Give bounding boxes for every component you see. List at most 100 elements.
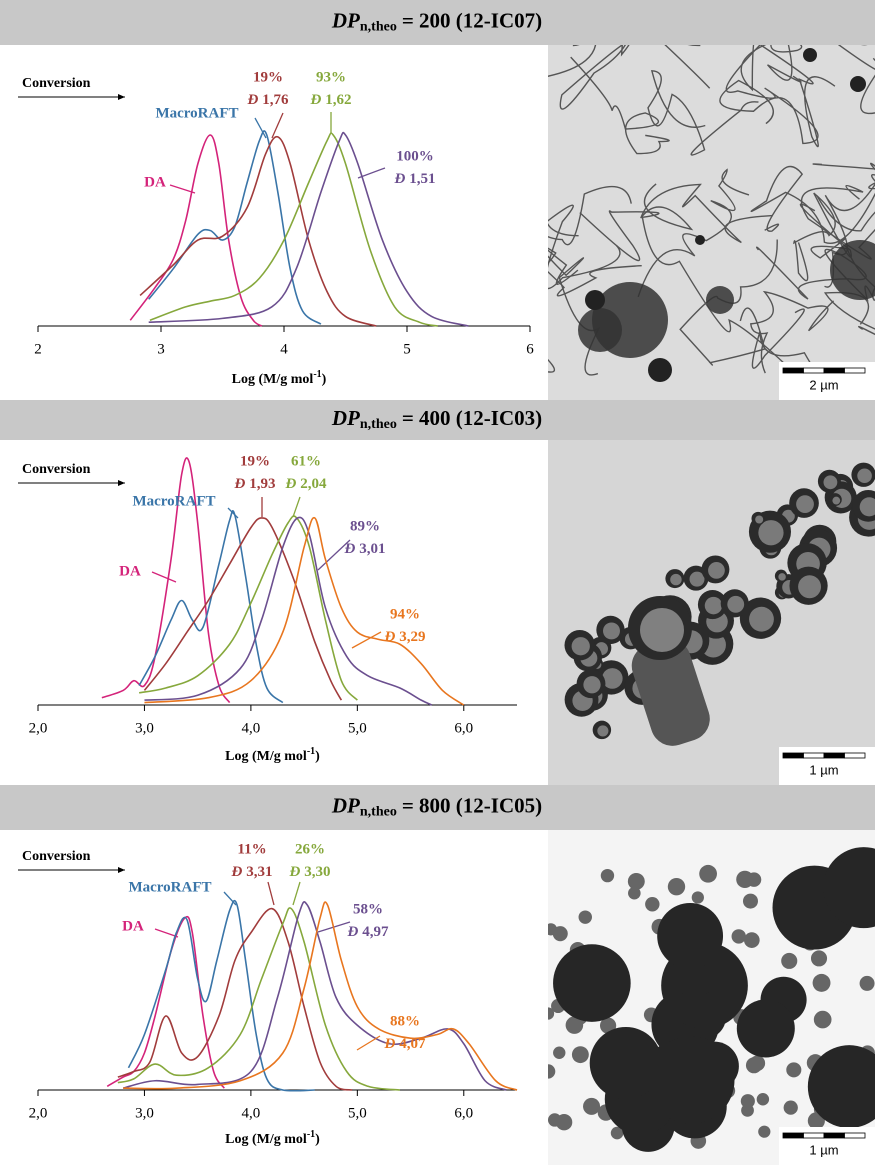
panel-title: DPn,theo = 200 (12-IC07) bbox=[331, 8, 542, 34]
dispersity-value: 3,01 bbox=[359, 541, 385, 557]
annotation: Conversion bbox=[22, 462, 91, 477]
dispersity-value: 2,04 bbox=[300, 476, 327, 492]
scale-bar-segment bbox=[803, 752, 825, 759]
x-tick-label: 4 bbox=[280, 341, 288, 357]
x-label-text: Log (M/g mol bbox=[232, 372, 314, 387]
series-label: DA bbox=[144, 174, 166, 190]
annotation: Conversion bbox=[22, 849, 91, 864]
vesicle-core bbox=[798, 575, 822, 599]
vesicle-core bbox=[704, 596, 723, 615]
x-label-text: ) bbox=[322, 372, 327, 387]
series-label: 11% bbox=[237, 841, 266, 857]
annotation: Conversion bbox=[22, 76, 91, 91]
fiber bbox=[750, 290, 835, 374]
sphere bbox=[758, 1125, 771, 1138]
leader-line bbox=[254, 117, 267, 139]
fiber bbox=[750, 165, 875, 245]
sphere bbox=[553, 1046, 566, 1059]
fiber bbox=[640, 183, 773, 244]
fiber bbox=[719, 45, 819, 145]
leader-line bbox=[357, 167, 386, 179]
aggregate bbox=[706, 286, 734, 314]
aggregate bbox=[657, 903, 724, 969]
sphere bbox=[859, 975, 875, 991]
scale-bar-label: 1 µm bbox=[809, 762, 838, 777]
series-label: 58% bbox=[353, 901, 383, 917]
sphere bbox=[548, 1007, 555, 1020]
vesicle-core bbox=[758, 520, 784, 546]
sphere bbox=[627, 872, 645, 890]
vesicle-core bbox=[823, 475, 838, 490]
vesicle-core bbox=[670, 573, 682, 586]
dispersity-symbol: Đ bbox=[393, 171, 405, 187]
fiber bbox=[740, 45, 803, 92]
x-tick-label: 2,0 bbox=[29, 720, 48, 736]
series-label: 93% bbox=[316, 69, 346, 85]
sphere bbox=[667, 877, 686, 896]
fiber bbox=[647, 70, 759, 156]
dispersity-label: Đ 1,93 bbox=[233, 476, 275, 492]
series-label: 26% bbox=[295, 841, 325, 857]
series-line bbox=[117, 907, 353, 1091]
vesicle-core bbox=[778, 573, 786, 581]
vesicle-core bbox=[859, 497, 875, 517]
dispersity-label: Đ 3,29 bbox=[383, 629, 425, 645]
series-line bbox=[127, 899, 315, 1092]
series-line bbox=[143, 517, 343, 701]
vesicle bbox=[695, 235, 705, 245]
x-label-text: ) bbox=[315, 1132, 320, 1147]
series-line bbox=[138, 509, 284, 704]
x-tick-label: 4,0 bbox=[242, 720, 261, 736]
scale-bar-segment bbox=[823, 1132, 845, 1139]
dispersity-label: Đ 4,07 bbox=[383, 1036, 426, 1052]
series-line bbox=[138, 515, 358, 701]
x-tick-label: 5 bbox=[403, 341, 411, 357]
sphere bbox=[812, 973, 831, 992]
dispersity-symbol: Đ bbox=[383, 1036, 395, 1052]
x-tick-label: 6,0 bbox=[454, 720, 473, 736]
dispersity-label: Đ 1,51 bbox=[393, 171, 435, 187]
dispersity-label: Đ 3,01 bbox=[343, 541, 385, 557]
dispersity-label: Đ 3,31 bbox=[230, 864, 272, 880]
sphere bbox=[741, 1104, 754, 1117]
series-line bbox=[123, 901, 518, 1091]
aggregate bbox=[807, 1045, 875, 1128]
x-tick-label: 3,0 bbox=[135, 1105, 154, 1121]
title-text: = 200 (12-IC07) bbox=[402, 8, 542, 32]
x-tick-label: 2,0 bbox=[29, 1105, 48, 1121]
dispersity-value: 1,62 bbox=[325, 92, 351, 108]
dispersity-value: 3,29 bbox=[399, 629, 425, 645]
sphere bbox=[746, 872, 762, 887]
fiber bbox=[823, 291, 875, 330]
dispersity-symbol: Đ bbox=[346, 924, 358, 940]
dispersity-label: Đ 1,62 bbox=[309, 92, 351, 108]
leader-line bbox=[271, 112, 284, 139]
x-tick-label: 3 bbox=[157, 341, 165, 357]
aggregate bbox=[823, 847, 875, 929]
vesicle-core bbox=[708, 562, 725, 579]
dispersity-symbol: Đ bbox=[246, 92, 258, 108]
scale-bar-segment bbox=[844, 752, 866, 759]
dispersity-value: 4,07 bbox=[399, 1036, 426, 1052]
vesicle-core bbox=[640, 608, 684, 652]
fiber bbox=[812, 74, 875, 170]
leader-line bbox=[151, 571, 177, 583]
series-line bbox=[139, 135, 377, 327]
sphere bbox=[786, 1062, 802, 1078]
dispersity-value: 1,51 bbox=[409, 171, 435, 187]
x-label-sup: -1 bbox=[307, 746, 315, 757]
dispersity-value: 4,97 bbox=[362, 924, 389, 940]
sphere bbox=[548, 1064, 556, 1079]
leader-line bbox=[267, 881, 275, 906]
dispersity-value: 1,93 bbox=[249, 476, 275, 492]
x-axis-label: Log (M/g mol-1) bbox=[232, 369, 327, 387]
series-label: DA bbox=[122, 918, 144, 934]
panel-title: DPn,theo = 800 (12-IC05) bbox=[331, 793, 542, 819]
panel-header bbox=[0, 785, 875, 830]
x-tick-label: 5,0 bbox=[348, 720, 367, 736]
sphere bbox=[756, 1093, 770, 1106]
leader-line bbox=[154, 928, 179, 938]
leader-line bbox=[351, 631, 382, 649]
micrograph: 1 µm bbox=[548, 830, 875, 1165]
x-label-sup: -1 bbox=[313, 369, 321, 380]
